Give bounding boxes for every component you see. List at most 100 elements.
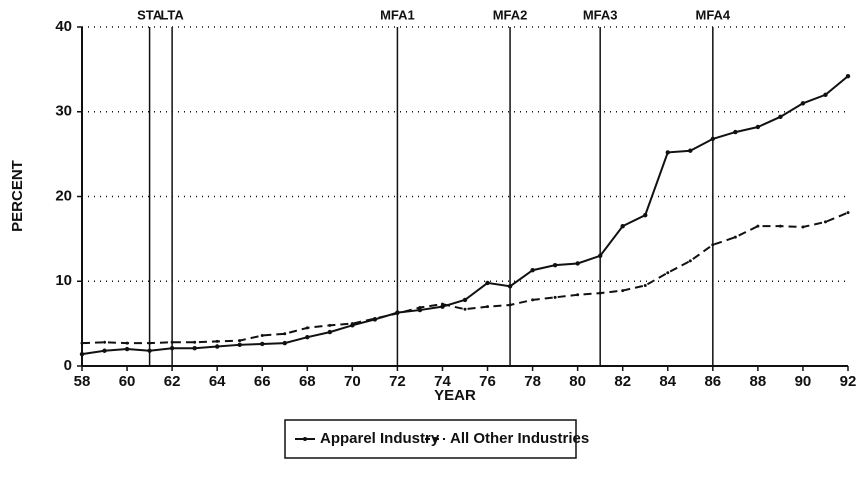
data-point [328,323,332,327]
x-tick-label: 74 [434,373,451,390]
x-axis-label: YEAR [434,387,476,404]
data-point [79,351,85,357]
legend-label: Apparel Industry [320,430,440,447]
data-point [440,304,445,309]
data-point [507,284,513,289]
data-point [462,297,468,303]
data-point [440,302,444,306]
data-point [598,291,602,295]
event-label: MFA1 [380,7,415,22]
data-point [688,259,692,263]
data-point [80,341,84,345]
data-point [846,211,850,215]
data-point [778,114,783,120]
x-tick-label: 72 [389,373,406,390]
data-point [147,348,152,353]
x-tick-label: 76 [479,373,496,390]
data-point [823,92,828,98]
data-point [508,303,512,307]
series-line [81,211,849,345]
data-point [373,317,377,321]
data-point [102,348,107,353]
legend-label: All Other Industries [450,430,589,447]
data-point [463,307,467,311]
x-tick-label: 66 [254,373,271,390]
data-point [801,225,805,229]
data-point [733,235,737,239]
data-point [215,339,219,343]
y-tick-label: 10 [55,272,72,289]
data-point [530,268,535,273]
data-point [214,344,220,349]
data-point [103,340,107,344]
x-tick-label: 84 [659,373,676,390]
data-point [778,224,782,228]
y-tick-label: 40 [55,18,72,35]
series-line [81,75,849,356]
event-label: MFA4 [695,7,730,22]
x-tick-label: 82 [614,373,631,390]
x-tick-label: 64 [209,373,226,390]
data-point [575,261,580,266]
data-point [327,329,333,335]
data-point [621,289,625,293]
data-point [485,280,490,286]
data-point [486,305,490,309]
data-point [417,307,423,313]
data-point [755,124,761,130]
data-point [643,283,647,287]
x-tick-label: 60 [119,373,136,390]
x-tick-label: 88 [750,373,767,390]
data-point [305,334,310,340]
data-point [823,220,827,224]
legend-box [284,419,577,459]
data-point [125,341,129,345]
x-tick-label: 62 [164,373,181,390]
data-point [553,295,557,299]
data-point [666,271,670,275]
data-point [237,342,242,348]
data-point [169,346,175,351]
x-tick-label: 70 [344,373,361,390]
x-tick-label: 68 [299,373,316,390]
data-point [665,150,670,155]
x-tick-label: 90 [795,373,812,390]
data-point [170,340,174,344]
data-point [193,340,197,344]
data-point [710,136,716,142]
data-point [756,224,760,228]
event-label: MFA3 [583,7,618,22]
data-point [733,129,738,135]
data-point [260,333,264,337]
data-point [283,332,287,336]
x-tick-label: 58 [74,373,91,390]
event-label: MFA2 [493,7,528,22]
event-label: LTA [160,7,184,22]
data-point [124,346,130,352]
data-point [688,148,693,153]
data-point [305,326,309,330]
y-tick-label: 30 [55,103,72,120]
y-axis-label: PERCENT [9,160,26,232]
data-point [192,346,197,351]
data-point [597,253,603,259]
x-tick-label: 86 [704,373,721,390]
y-tick-label: 20 [55,187,72,204]
data-point [620,223,625,229]
x-tick-label: 92 [840,373,857,390]
data-point [845,73,851,79]
data-point [552,262,558,268]
data-point [711,243,715,247]
legend-marker [303,437,307,441]
data-point [395,311,399,315]
data-point [531,298,535,302]
x-tick-label: 80 [569,373,586,390]
data-point [576,293,580,297]
data-point [282,340,287,346]
event-label: STA [137,7,163,22]
data-point [148,341,152,345]
data-point [643,212,648,218]
data-point [418,306,422,310]
legend-marker [433,437,437,441]
